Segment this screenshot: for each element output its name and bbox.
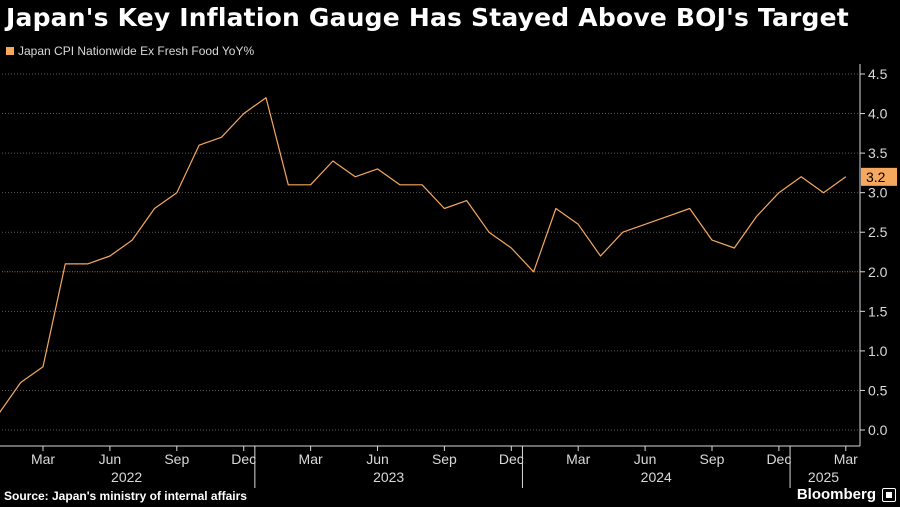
- source-note: Source: Japan's ministry of internal aff…: [4, 489, 247, 503]
- year-label: 2024: [641, 469, 672, 485]
- year-label: 2023: [373, 469, 404, 485]
- y-tick-label: 1.0: [868, 343, 888, 359]
- x-tick-label: Dec: [499, 451, 524, 467]
- y-tick-label: 3.5: [868, 145, 888, 161]
- axes: [0, 64, 865, 488]
- x-tick-label: Mar: [31, 451, 55, 467]
- y-tick-label: 2.0: [868, 264, 888, 280]
- axis-labels: 0.0 0.5 1.0 1.5 2.0 2.5 3.0 3.5 4.0 4.5 Mar Jun Sep D…: [31, 66, 897, 485]
- last-value-badge: [861, 167, 897, 186]
- x-tick-label: Sep: [164, 451, 189, 467]
- y-tick-label: 3.0: [868, 185, 888, 201]
- y-tick-label: 0.5: [868, 382, 888, 398]
- legend-label: Japan CPI Nationwide Ex Fresh Food YoY%: [18, 44, 255, 58]
- x-tick-label: Jun: [366, 451, 389, 467]
- series-layer: [0, 97, 847, 413]
- x-tick-label: Jun: [634, 451, 657, 467]
- y-tick-label: 0.0: [868, 422, 888, 438]
- series-line: [0, 97, 847, 413]
- legend-swatch: [6, 47, 14, 55]
- x-tick-label: Mar: [566, 451, 590, 467]
- year-label: 2025: [808, 469, 839, 485]
- x-tick-label: Sep: [432, 451, 457, 467]
- x-tick-label: Dec: [766, 451, 791, 467]
- y-tick-label: 2.5: [868, 224, 888, 240]
- y-tick-label: 4.0: [868, 106, 888, 122]
- chart-title: Japan's Key Inflation Gauge Has Stayed A…: [6, 3, 849, 32]
- x-tick-label: Sep: [700, 451, 725, 467]
- x-tick-label: Mar: [299, 451, 323, 467]
- x-tick-label: Dec: [231, 451, 256, 467]
- x-tick-label: Jun: [99, 451, 122, 467]
- year-label: 2022: [111, 469, 142, 485]
- grid-lines: [2, 73, 860, 431]
- y-tick-label: 4.5: [868, 66, 888, 82]
- brand-icon: [882, 488, 896, 502]
- legend: Japan CPI Nationwide Ex Fresh Food YoY%: [6, 44, 254, 58]
- y-tick-label: 1.5: [868, 303, 888, 319]
- last-value-label: 3.2: [866, 169, 886, 185]
- x-tick-label: Mar: [834, 451, 858, 467]
- brand-logo: Bloomberg: [796, 486, 876, 503]
